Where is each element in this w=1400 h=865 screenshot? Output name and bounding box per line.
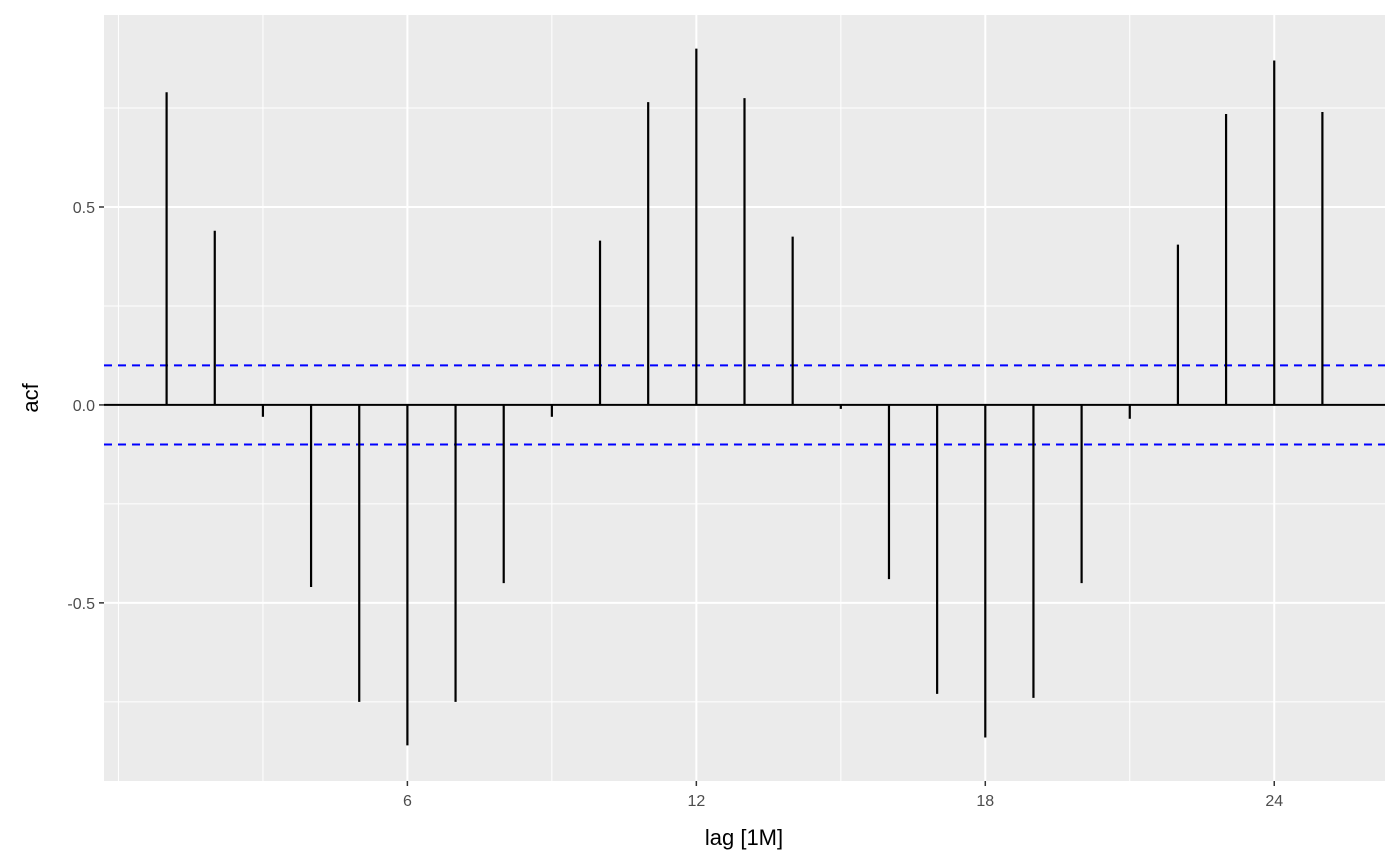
x-tick-label: 6 — [403, 793, 412, 810]
confidence-bounds — [104, 364, 1385, 446]
y-tick-label: 0.5 — [73, 200, 95, 217]
x-tick-label: 24 — [1265, 793, 1283, 810]
acf-bars — [165, 48, 1324, 746]
y-axis-ticks: 0.5 0.0 -0.5 — [67, 200, 104, 613]
x-axis-title: lag [1M] — [705, 825, 783, 850]
y-axis-title: acf — [18, 382, 43, 412]
x-axis-ticks: 6 12 18 24 — [403, 781, 1283, 810]
y-tick-label: -0.5 — [67, 596, 95, 613]
y-tick-label: 0.0 — [73, 398, 95, 415]
x-tick-label: 12 — [687, 793, 705, 810]
x-tick-label: 18 — [976, 793, 994, 810]
